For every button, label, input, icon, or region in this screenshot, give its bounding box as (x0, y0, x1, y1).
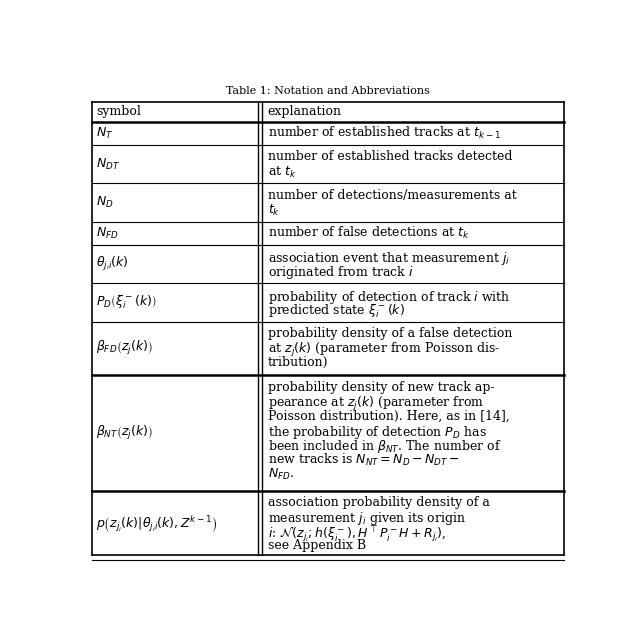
Text: new tracks is $N_{NT} = N_D - N_{DT} -$: new tracks is $N_{NT} = N_D - N_{DT} -$ (268, 452, 460, 468)
Text: probability of detection of track $i$ with: probability of detection of track $i$ wi… (268, 289, 510, 306)
Text: $N_T$: $N_T$ (97, 126, 114, 141)
Text: the probability of detection $P_D$ has: the probability of detection $P_D$ has (268, 423, 486, 441)
Text: Poisson distribution). Here, as in [14],: Poisson distribution). Here, as in [14], (268, 409, 509, 422)
Text: $N_{DT}$: $N_{DT}$ (97, 156, 120, 171)
Text: Table 1: Notation and Abbreviations: Table 1: Notation and Abbreviations (226, 86, 430, 96)
Text: at $z_j(k)$ (parameter from Poisson dis-: at $z_j(k)$ (parameter from Poisson dis- (268, 341, 500, 359)
Text: pearance at $z_j(k)$ (parameter from: pearance at $z_j(k)$ (parameter from (268, 395, 484, 413)
Text: explanation: explanation (268, 106, 342, 119)
Text: at $t_k$: at $t_k$ (268, 165, 296, 180)
Text: number of established tracks detected: number of established tracks detected (268, 150, 512, 163)
Text: association probability density of a: association probability density of a (268, 496, 490, 509)
Text: $\beta_{NT}\left(z_j(k)\right)$: $\beta_{NT}\left(z_j(k)\right)$ (97, 424, 154, 442)
Text: number of detections/measurements at: number of detections/measurements at (268, 189, 516, 202)
Text: symbol: symbol (97, 106, 141, 119)
Text: predicted state $\xi_i^-(k)$: predicted state $\xi_i^-(k)$ (268, 303, 404, 320)
Text: $\beta_{FD}\left(z_j(k)\right)$: $\beta_{FD}\left(z_j(k)\right)$ (97, 340, 153, 357)
Text: association event that measurement $j_i$: association event that measurement $j_i$ (268, 250, 509, 267)
Text: $p\left(z_{j_i}(k)|\theta_{j_i i}(k), Z^{k-1}\right)$: $p\left(z_{j_i}(k)|\theta_{j_i i}(k), Z^… (97, 515, 218, 535)
Text: $\theta_{j_i i}(k)$: $\theta_{j_i i}(k)$ (97, 255, 129, 273)
Text: $P_D\left(\xi_i^-(k)\right)$: $P_D\left(\xi_i^-(k)\right)$ (97, 294, 157, 311)
Text: probability density of a false detection: probability density of a false detection (268, 327, 512, 340)
Text: originated from track $i$: originated from track $i$ (268, 264, 413, 281)
Text: see Appendix B: see Appendix B (268, 539, 365, 552)
Text: $t_k$: $t_k$ (268, 203, 280, 218)
Text: $i$: $\mathcal{N}(z_{j_i}; h(\xi_i^-), H^\top P_i^- H + R_{j_i})$,: $i$: $\mathcal{N}(z_{j_i}; h(\xi_i^-), H… (268, 524, 446, 544)
Text: $N_D$: $N_D$ (97, 195, 114, 210)
Text: number of established tracks at $t_{k-1}$: number of established tracks at $t_{k-1}… (268, 126, 500, 141)
Text: been included in $\beta_{NT}$. The number of: been included in $\beta_{NT}$. The numbe… (268, 438, 501, 455)
Text: $N_{FD}$: $N_{FD}$ (97, 225, 119, 241)
Text: $N_{FD}$.: $N_{FD}$. (268, 467, 294, 482)
Text: measurement $j_i$ given its origin: measurement $j_i$ given its origin (268, 510, 466, 527)
Text: tribution): tribution) (268, 355, 328, 369)
Text: number of false detections at $t_k$: number of false detections at $t_k$ (268, 225, 469, 241)
Text: probability density of new track ap-: probability density of new track ap- (268, 381, 494, 394)
